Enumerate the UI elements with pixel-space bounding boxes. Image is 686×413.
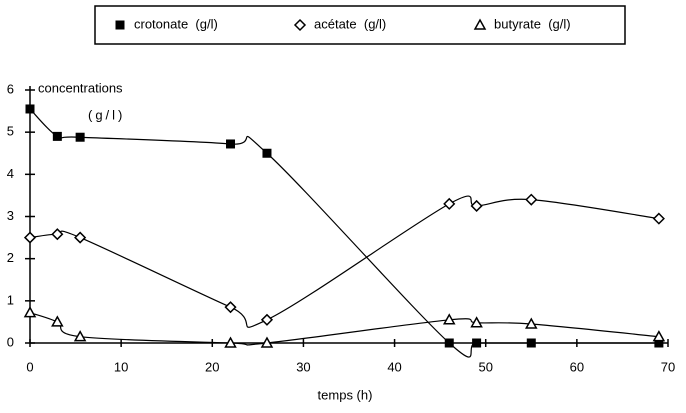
legend-label: crotonate (g/l): [134, 16, 218, 31]
x-tick-label: 70: [661, 359, 675, 374]
marker: [262, 148, 272, 158]
x-tick-label: 30: [296, 359, 310, 374]
legend-label: butyrate (g/l): [494, 16, 571, 31]
marker: [654, 338, 664, 348]
y-tick-label: 0: [7, 334, 14, 349]
marker: [260, 313, 274, 326]
y-axis-unit: (g/l): [88, 107, 125, 122]
legend-marker: [473, 18, 487, 30]
marker: [442, 313, 456, 325]
x-tick-label: 60: [570, 359, 584, 374]
legend-box: [94, 5, 626, 45]
y-tick-label: 4: [7, 166, 14, 181]
marker: [525, 193, 538, 206]
marker: [260, 336, 274, 348]
legend-marker: [293, 18, 307, 32]
y-axis-label: concentrations: [38, 80, 123, 95]
y-tick-label: 5: [7, 124, 14, 139]
marker: [443, 197, 456, 210]
marker: [470, 316, 483, 328]
marker: [224, 336, 237, 348]
marker: [23, 306, 37, 318]
y-tick-label: 2: [7, 250, 14, 265]
legend-marker: [115, 20, 125, 30]
marker: [226, 139, 236, 149]
x-tick-label: 50: [478, 359, 492, 374]
marker: [25, 104, 35, 114]
marker: [525, 317, 538, 329]
marker: [652, 330, 666, 342]
series-curve: [29, 108, 659, 358]
y-tick-label: 1: [7, 292, 14, 307]
x-tick-label: 40: [387, 359, 401, 374]
marker: [51, 228, 64, 241]
x-tick-label: 20: [205, 359, 219, 374]
marker: [51, 315, 64, 327]
marker: [472, 338, 482, 348]
marker: [652, 212, 665, 225]
marker: [526, 338, 536, 348]
marker: [470, 199, 483, 213]
marker: [23, 231, 37, 244]
y-tick-label: 3: [7, 208, 14, 223]
y-tick-label: 6: [7, 81, 14, 96]
marker: [74, 231, 87, 244]
marker: [73, 330, 87, 342]
marker: [52, 131, 62, 141]
series-curve: [29, 312, 659, 346]
series-curve: [29, 195, 659, 328]
x-tick-label: 0: [26, 359, 33, 374]
marker: [75, 132, 85, 142]
marker: [224, 301, 237, 314]
x-tick-label: 10: [114, 359, 128, 374]
marker: [444, 338, 454, 348]
x-axis-label: temps (h): [318, 387, 373, 402]
legend-label: acétate (g/l): [314, 16, 386, 31]
